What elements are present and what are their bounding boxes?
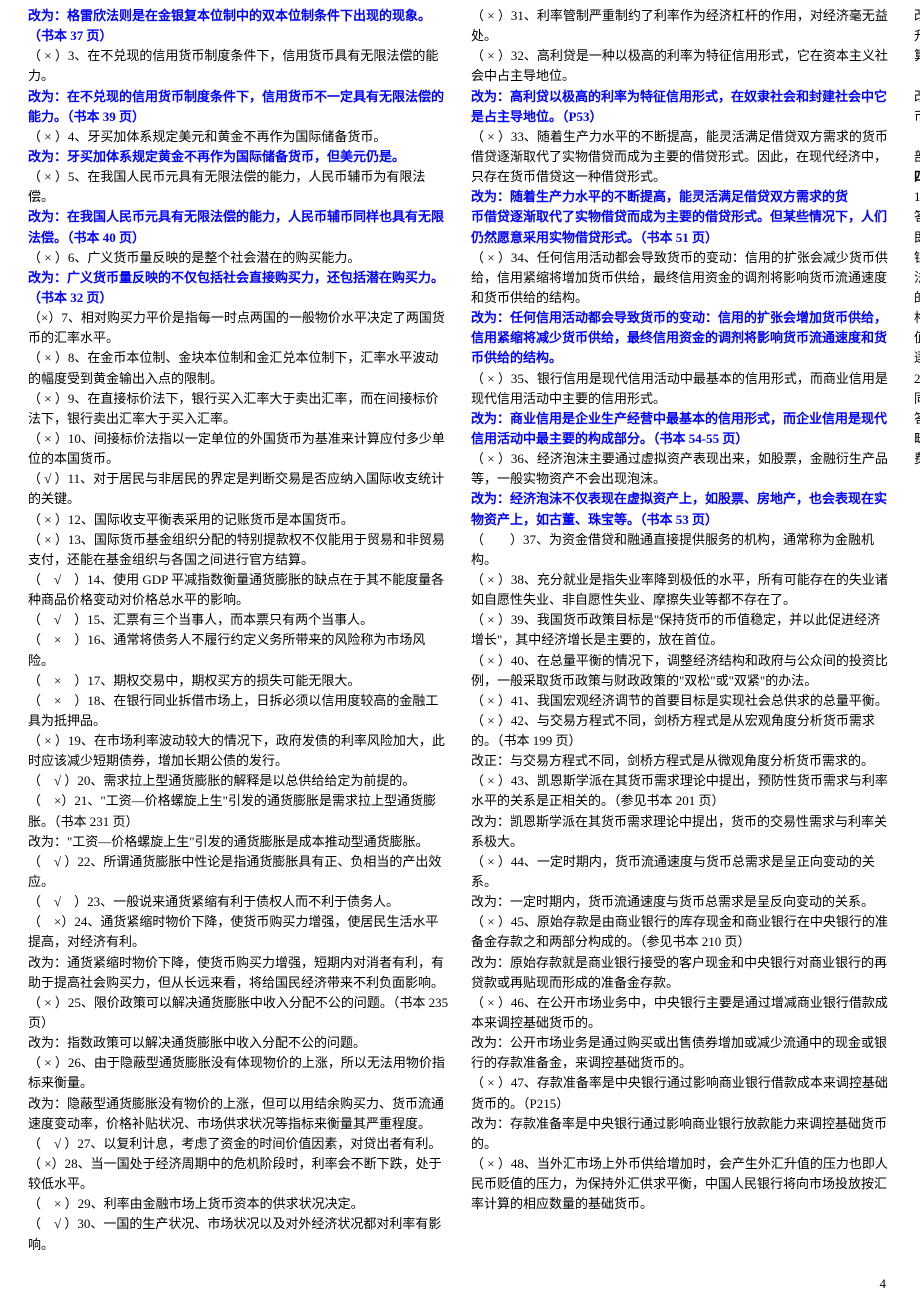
text-line: 改为：存款准备率是中央银行通过影响商业银行放款能力来调控基础货币的。 xyxy=(471,1114,892,1154)
text-line: （ × ）8、在金币本位制、金块本位制和金汇兑本位制下，汇率水平波动的幅度受到黄… xyxy=(28,348,449,388)
text-line: 改为：在不兑现的信用货币制度条件下，信用货币不一定具有无限法偿的能力。（书本 3… xyxy=(28,87,449,127)
text-line: （ × ）3、在不兑现的信用货币制度条件下，信用货币具有无限法偿的能力。 xyxy=(28,46,449,86)
text-line: 改为：广义货币量反映的不仅包括社会直接购买力，还包括潜在购买力。（书本 32 页… xyxy=(28,268,449,308)
text-line: （ √ ）30、一国的生产状况、市场状况以及对外经济状况都对利率有影响。 xyxy=(28,1214,449,1254)
text-line: （ × ）25、限价政策可以解决通货膨胀中收入分配不公的问题。（书本 235 页… xyxy=(28,993,449,1033)
text-line: 改为：商业信用是企业生产经营中最基本的信用形式，而企业信用是现代信用活动中最主要… xyxy=(471,409,892,449)
text-line: （ × ）41、我国宏观经济调节的首要目标是实现社会总供求的总量平衡。 xyxy=(471,691,892,711)
text-line: （ × ）49、货币当局可以直接调控货币供给数量。 xyxy=(914,66,920,86)
text-line: （ × ）18、在银行同业拆借市场上，日拆必须以信用度较高的金融工具为抵押品。 xyxy=(28,691,449,731)
text-line: （ × ）19、在市场利率波动较大的情况下，政府发债的利率风险加大，此时应该减少… xyxy=(28,731,449,771)
text-line: （ × ）26、由于隐蔽型通货膨胀没有体现物价的上涨，所以无法用物价指标来衡量。 xyxy=(28,1053,449,1093)
text-line: （ √ ）50、商业银行的准备金是由库存现金和在中央银行的存款准备金两部分组成。 xyxy=(914,127,920,167)
text-line: （ √ ）11、对于居民与非居民的界定是判断交易是否应纳入国际收支统计的关键。 xyxy=(28,469,449,509)
text-line: 改为：一定时期内，货币流通速度与货币总需求是呈反向变动的关系。 xyxy=(471,892,892,912)
text-line: 改为：经济泡沫不仅表现在虚拟资产上，如股票、房地产，也会表现在实物资产上，如古董… xyxy=(471,489,892,529)
text-line: 改为：在我国人民币元具有无限法偿的能力，人民币辅币同样也具有无限法偿。（书本 4… xyxy=(28,207,449,247)
text-line: （ × ）39、我国货币政策目标是"保持货币的币值稳定，并以此促进经济增长"，其… xyxy=(471,610,892,650)
text-line: （ √ ）22、所谓通货膨胀中性论是指通货膨胀具有正、负相当的产出效应。 xyxy=(28,852,449,892)
text-line: （ × ）34、任何信用活动都会导致货币的变动：信用的扩张会减少货币供给，信用紧… xyxy=(471,248,892,308)
text-line: （ √ ）14、使用 GDP 平减指数衡量通货膨胀的缺点在于其不能度量各种商品价… xyxy=(28,570,449,610)
text-line: （ × ）42、与交易方程式不同，剑桥方程式是从宏观角度分析货币需求的。（书本 … xyxy=(471,711,892,751)
text-line: （ × ）32、高利贷是一种以极高的利率为特征信用形式，它在资本主义社会中占主导… xyxy=(471,46,892,86)
text-line: （ √ ）23、一般说来通货紧缩有利于债权人而不利于债务人。 xyxy=(28,892,449,912)
text-line: （ × ）5、在我国人民币元具有无限法偿的能力，人民币辅币为有限法偿。 xyxy=(28,167,449,207)
text-line: （ × ）9、在直接标价法下，银行买入汇率大于卖出汇率，而在间接标价法下，银行卖… xyxy=(28,389,449,429)
text-line: （ × ）43、凯恩斯学派在其货币需求理论中提出，预防性货币需求与利率水平的关系… xyxy=(471,771,892,811)
text-line: （ × ）10、间接标价法指以一定单位的外国货币为基准来计算应付多少单位的本国货… xyxy=(28,429,449,469)
text-line: （ × ）16、通常将债务人不履行约定义务所带来的风险称为市场风险。 xyxy=(28,630,449,670)
text-line: 改为：高利贷以极高的利率为特征信用形式，在奴隶社会和封建社会中它是占主导地位。（… xyxy=(471,87,892,127)
text-line: （ × ）44、一定时期内，货币流通速度与货币总需求是呈正向变动的关系。 xyxy=(471,852,892,892)
text-line: 答：二者所指的"信用"含义不同。"信用缺失"中的"信用"指的是道德范畴，即诚信，… xyxy=(914,409,920,469)
text-line: （ × ）45、原始存款是由商业银行的库存现金和商业银行在中央银行的准备金存款之… xyxy=(471,912,892,952)
text-line: 改为：指数政策可以解决通货膨胀中收入分配不公的问题。 xyxy=(28,1033,449,1053)
text-line: 改为："工资—价格螺旋上生"引发的通货膨胀是成本推动型通货膨胀。 xyxy=(28,832,449,852)
document-body: 改为：格雷欣法则是在金银复本位制中的双本位制条件下出现的现象。（书本 37 页）… xyxy=(28,6,892,1266)
text-line: （ × ）35、银行信用是现代信用活动中最基本的信用形式，而商业信用是现代信用活… xyxy=(471,369,892,409)
text-line: 改正：与交易方程式不同，剑桥方程式是从微观角度分析货币需求的。 xyxy=(471,751,892,771)
text-line: （ √ ）20、需求拉上型通货膨胀的解释是以总供给给定为前提的。 xyxy=(28,771,449,791)
text-line: （ ×）28、当一国处于经济周期中的危机阶段时，利率会不断下跌，处于较低水平。 xyxy=(28,1154,449,1194)
text-line: （ × ）48、当外汇市场上外币供给增加时，会产生外汇升值的压力也即人民币贬值的… xyxy=(471,1154,892,1214)
text-line: 改为：凯恩斯学派在其货币需求理论中提出，货币的交易性需求与利率关系极大。 xyxy=(471,812,892,852)
text-line: 改为：随着生产力水平的不断提高，能灵活满足借贷双方需求的货 xyxy=(471,187,892,207)
text-line: 改为：隐蔽型通货膨胀没有物价的上涨，但可以用结余购买力、货币流通速度变动率，价格… xyxy=(28,1094,449,1134)
text-line: 改为：格雷欣法则是在金银复本位制中的双本位制条件下出现的现象。（书本 37 页） xyxy=(28,6,449,46)
text-line: （ × ）6、广义货币量反映的是整个社会潜在的购买能力。 xyxy=(28,248,449,268)
text-line: 1、金银复本位制下为什么会出现劣币驱逐良币的现象？（书本 37 页） xyxy=(914,187,920,207)
text-line: （ × ）33、随着生产力水平的不断提高，能灵活满足借贷双方需求的货币借贷逐渐取… xyxy=(471,127,892,187)
text-line: （ ）37、为资金借贷和融通直接提供服务的机构，通常称为金融机构。 xyxy=(471,530,892,570)
text-line: 2、我们平时提到的"信用缺失"、"消费信用"，所指的"信用"含义是否相同？若不同… xyxy=(914,369,920,409)
text-line: （ ×）21、"工资—价格螺旋上生"引发的通货膨胀是需求拉上型通货膨胀。（书本 … xyxy=(28,791,449,831)
text-line: （ × ）17、期权交易中，期权买方的损失可能无限大。 xyxy=(28,671,449,691)
text-line: （ × ）46、在公开市场业务中，中央银行主要是通过增减商业银行借款成本来调控基… xyxy=(471,993,892,1033)
text-line: （ × ）38、充分就业是指失业率降到极低的水平，所有可能存在的失业诸如自愿性失… xyxy=(471,570,892,610)
text-line: （ × ）4、牙买加体系规定美元和黄金不再作为国际储备货币。 xyxy=(28,127,449,147)
text-line: 改为：通货紧缩时物价下降，使货币购买力增强，短期内对消者有利，有助于提高社会购买… xyxy=(28,953,449,993)
text-line: （ √ ）15、汇票有三个当事人，而本票只有两个当事人。 xyxy=(28,610,449,630)
text-line: 四、简答题 xyxy=(914,167,920,187)
text-line: （ × ）47、存款准备率是中央银行通过影响商业银行借款成本来调控基础货币的。（… xyxy=(471,1073,892,1113)
text-line: （×）7、相对购买力平价是指每一时点两国的一般物价水平决定了两国货币的汇率水平。 xyxy=(28,308,449,348)
text-line: （ √ ）27、以复利计息，考虑了资金的时间价值因素，对贷出者有利。 xyxy=(28,1134,449,1154)
text-line: （ × ）40、在总量平衡的情况下，调整经济结构和政府与公众间的投资比例，一般采… xyxy=(471,651,892,691)
text-line: （ ×）24、通货紧缩时物价下降，使货币购买力增强，使居民生活水平提高，对经济有… xyxy=(28,912,449,952)
text-line: 改为：货币当局不能直接调控货币供给数量，只能通过调控基础货币和货币乘数间接调控货… xyxy=(914,87,920,127)
text-line: 币借贷逐渐取代了实物借贷而成为主要的借贷形式。但某些情况下，人们仍然愿意采用实物… xyxy=(471,207,892,247)
text-line: 改为：原始存款就是商业银行接受的客户现金和中央银行对商业银行的再贷款或再贴现而形… xyxy=(471,953,892,993)
text-line: （ × ）29、利率由金融市场上货币资本的供求状况决定。 xyxy=(28,1194,449,1214)
text-line: 改为：任何信用活动都会导致货币的变动：信用的扩张会增加货币供给，信用紧缩将减少货… xyxy=(471,308,892,368)
text-line: 改为：牙买加体系规定黄金不再作为国际储备货币，但美元仍是。 xyxy=(28,147,449,167)
text-line: （ × ）31、利率管制严重制约了利率作为经济杠杆的作用，对经济毫无益处。 xyxy=(471,6,892,46)
text-line: 改为：公开市场业务是通过购买或出售债券增加或减少流通中的现金或银行的存款准备金，… xyxy=(471,1033,892,1073)
text-line: （ × ）12、国际收支平衡表采用的记账货币是本国货币。 xyxy=(28,510,449,530)
text-line: 答： 劣币驱逐良币现象是在金银复本位制中的"双本位制"条件下出现的，即法律规定金… xyxy=(914,207,920,368)
page-number: 4 xyxy=(880,1274,887,1294)
text-line: （ × ）13、国际货币基金组织分配的特别提款权不仅能用于贸易和非贸易支付，还能… xyxy=(28,530,449,570)
text-line: （ × ）36、经济泡沫主要通过虚拟资产表现出来，如股票，金融衍生产品等，一般实… xyxy=(471,449,892,489)
text-line: 改为：当外汇市场上外币供给增加时，会产生外汇贬值的压力也即人民币升值的压力，为保… xyxy=(914,6,920,66)
